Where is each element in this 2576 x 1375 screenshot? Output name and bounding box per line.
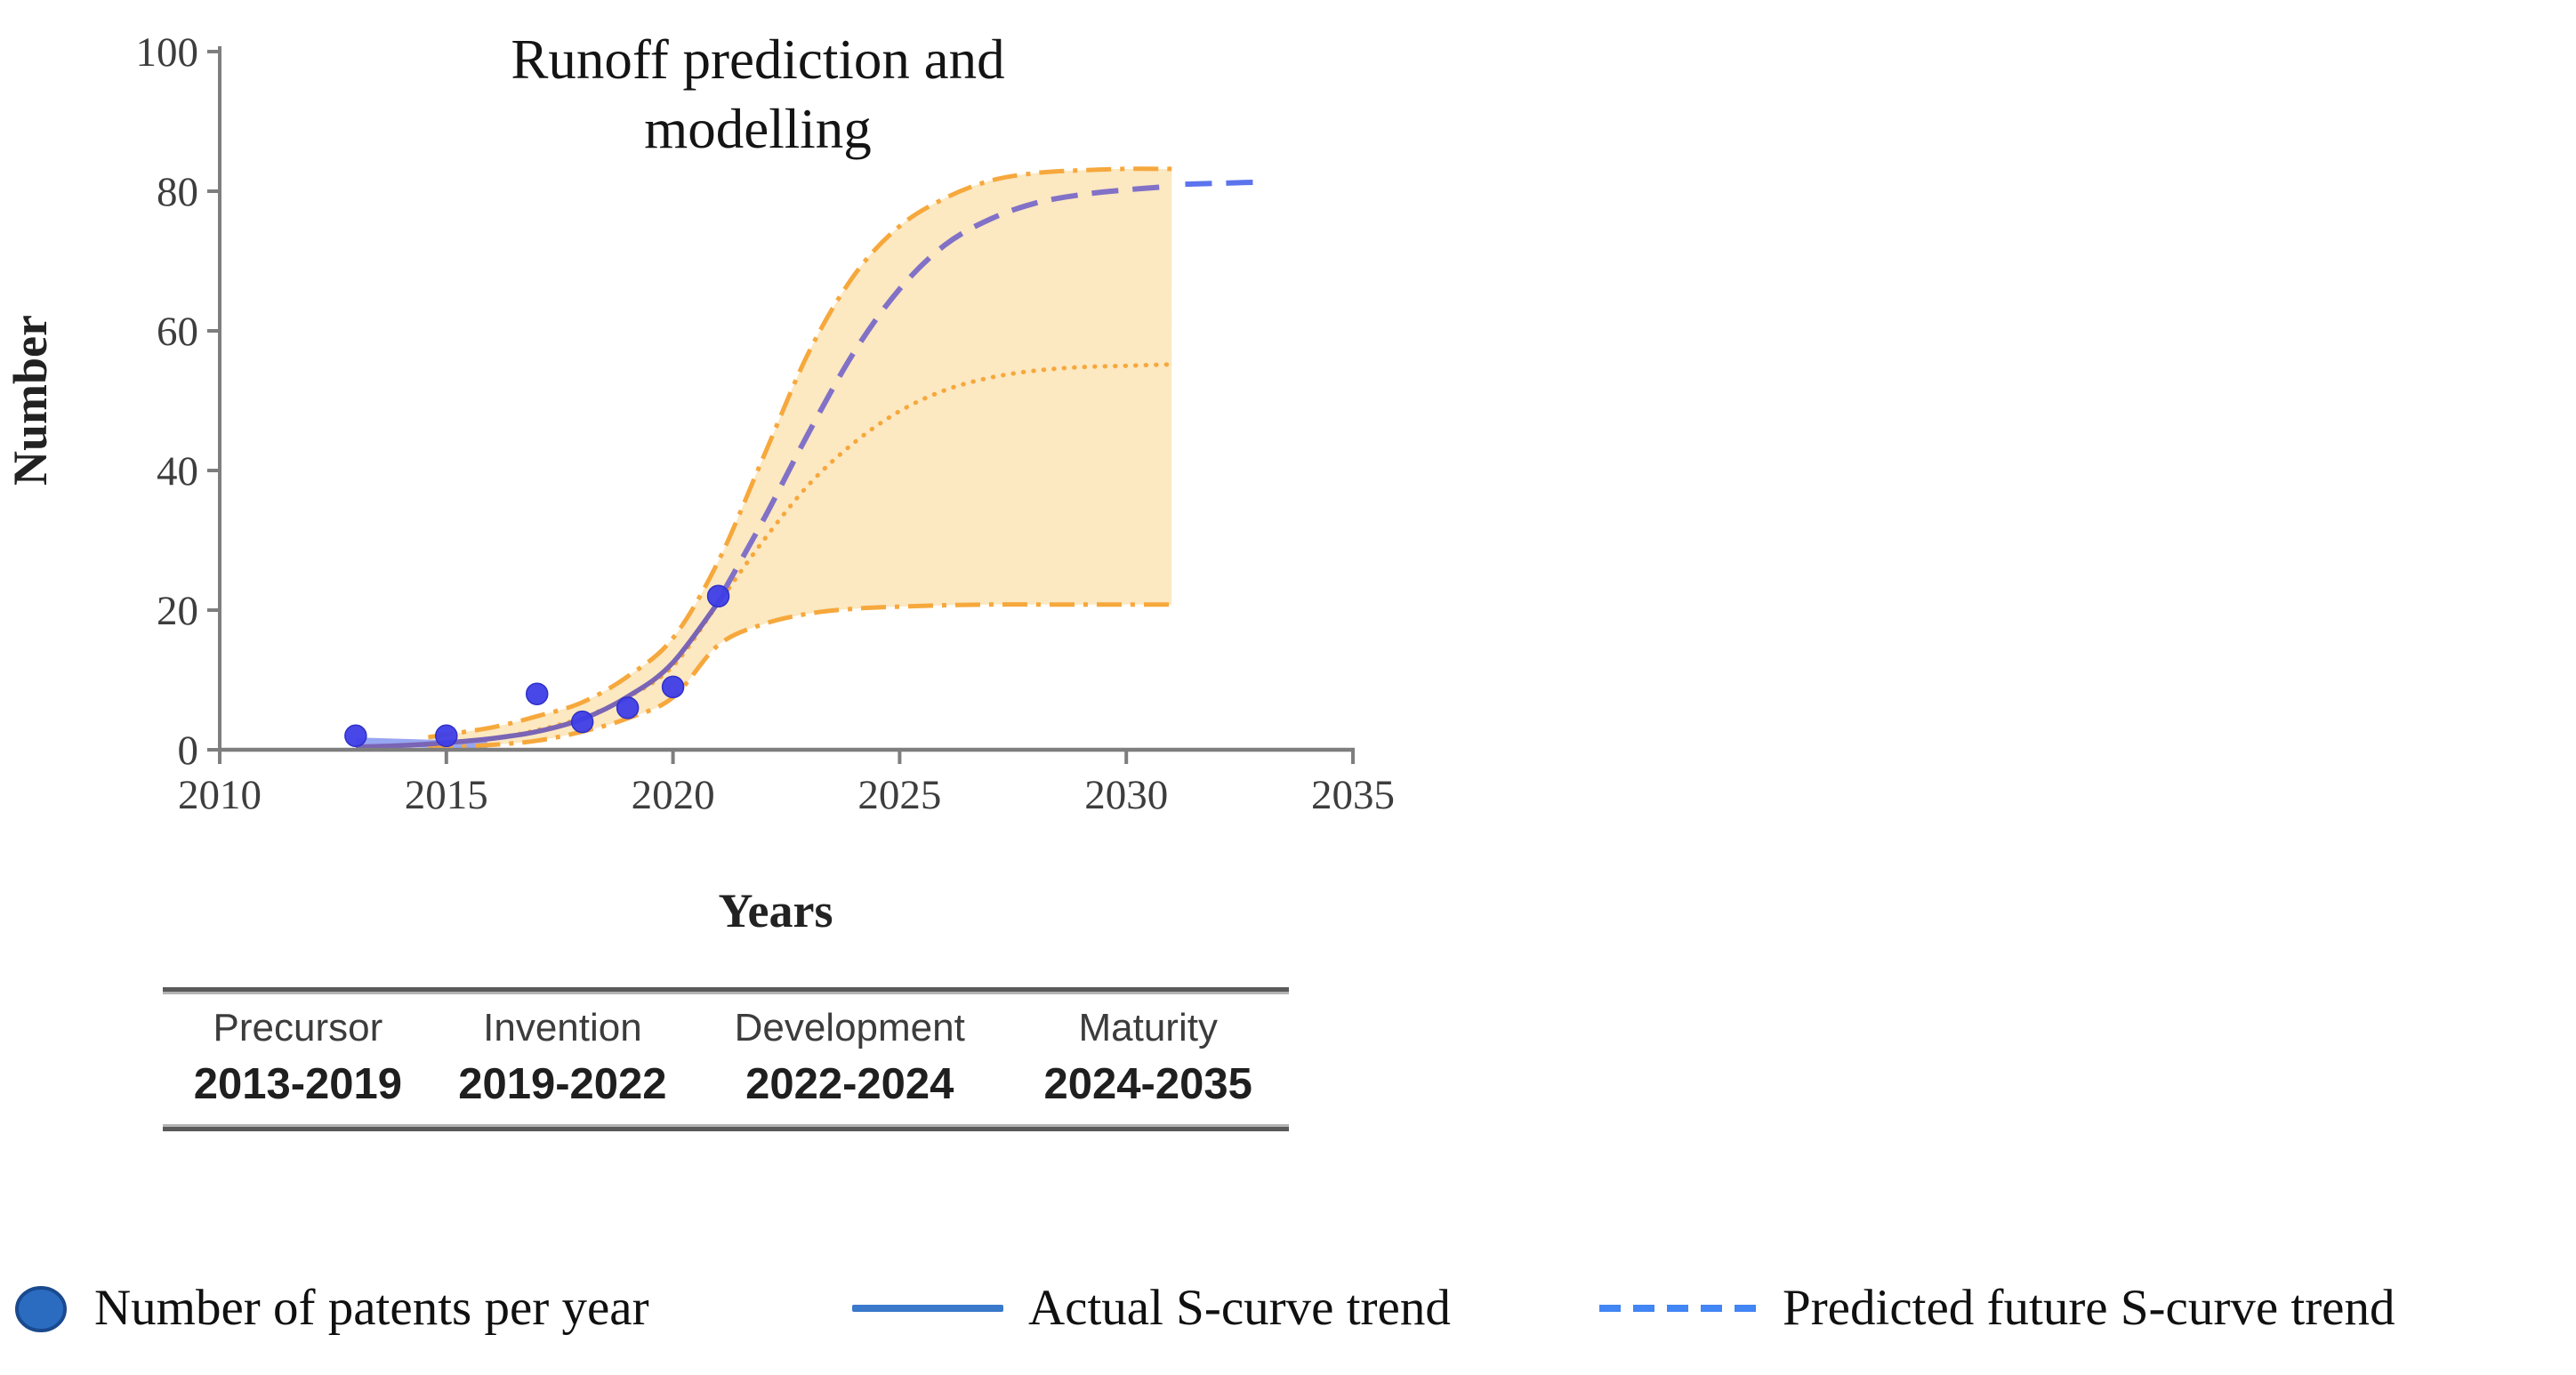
phase-table-headers: Precursor Invention Development Maturity: [163, 992, 1289, 1050]
actual-trend-line-icon: [852, 1304, 1003, 1312]
data-point: [525, 682, 549, 705]
table-top-rule: [163, 987, 1289, 992]
actual-s-curve-trend-curve: [355, 587, 730, 750]
phase-name: Invention: [483, 1006, 642, 1049]
x-tick-label: 2010: [178, 772, 262, 818]
data-point: [435, 724, 458, 748]
patents-dot-icon: [15, 1285, 67, 1332]
x-tick-label: 2020: [632, 772, 715, 818]
confidence-band: [428, 168, 1172, 749]
x-tick-label: 2025: [857, 772, 941, 818]
y-tick-label: 80: [157, 169, 198, 215]
phase-range: 2019-2022: [458, 1060, 667, 1108]
x-axis-title: Years: [719, 884, 833, 937]
x-tick-label: 2030: [1084, 772, 1168, 818]
data-point: [344, 724, 367, 748]
predicted-future-s-curve-trend-curve: [1185, 179, 1259, 188]
phase-table: Precursor Invention Development Maturity 20…: [163, 987, 1289, 1131]
y-axis-title: Number: [4, 315, 57, 486]
legend-item-predicted: Predicted future S-curve trend: [1598, 1279, 2395, 1337]
y-tick-label: 0: [178, 728, 199, 774]
legend-label-actual: Actual S-curve trend: [1028, 1280, 1451, 1336]
phase-name: Maturity: [1078, 1006, 1218, 1049]
phase-range: 2022-2024: [745, 1060, 954, 1108]
phase-table-ranges: 2013-2019 2019-2022 2022-2024 2024-2035: [163, 1050, 1289, 1127]
legend-label-predicted: Predicted future S-curve trend: [1783, 1280, 2395, 1336]
y-tick-label: 60: [157, 309, 198, 355]
phase-name: Precursor: [213, 1006, 383, 1049]
y-tick-label: 40: [157, 448, 198, 495]
chart-title-line2: modelling: [644, 98, 871, 160]
x-tick-label: 2035: [1311, 772, 1395, 818]
data-point: [706, 584, 730, 608]
x-tick-label: 2015: [405, 772, 488, 818]
predicted-trend-dashed-line-icon: [1599, 1304, 1756, 1312]
phase-range: 2024-2035: [1043, 1060, 1252, 1108]
legend-label-patents: Number of patents per year: [94, 1280, 649, 1336]
legend-item-patents: Number of patents per year: [12, 1279, 649, 1337]
confidence-upper-bound-curve: [428, 166, 1172, 740]
legend-item-actual: Actual S-curve trend: [852, 1279, 1451, 1337]
chart-title-line1: Runoff prediction and: [511, 28, 1004, 91]
y-tick-label: 100: [136, 29, 199, 76]
data-point: [616, 696, 640, 720]
y-tick-label: 20: [157, 588, 198, 634]
data-point: [661, 675, 685, 699]
phase-range: 2013-2019: [193, 1060, 403, 1108]
phase-name: Development: [734, 1006, 965, 1049]
predicted-s-curve-curve: [720, 183, 1172, 594]
data-point: [570, 710, 594, 734]
table-bottom-rule: [163, 1127, 1289, 1131]
